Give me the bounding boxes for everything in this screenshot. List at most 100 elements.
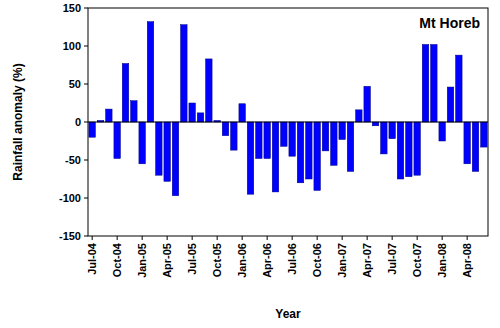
bar xyxy=(256,122,262,158)
x-tick-label: Oct-07 xyxy=(411,243,423,277)
x-tick-label: Oct-06 xyxy=(311,243,323,277)
bar xyxy=(481,122,488,147)
chart-title: Mt Horeb xyxy=(419,15,480,31)
bar xyxy=(331,122,338,165)
x-tick-label: Oct-04 xyxy=(111,242,123,277)
x-tick xyxy=(242,236,243,240)
category-axis xyxy=(88,122,488,123)
bar xyxy=(139,122,146,164)
y-tick xyxy=(84,46,88,47)
bar xyxy=(231,122,238,150)
bar xyxy=(356,110,363,122)
bar xyxy=(431,44,438,122)
bar xyxy=(381,122,388,154)
bar xyxy=(106,109,113,122)
x-tick xyxy=(292,236,293,240)
bar xyxy=(456,55,463,122)
y-tick xyxy=(84,198,88,199)
bar xyxy=(289,122,296,156)
x-tick xyxy=(417,236,418,240)
x-tick xyxy=(392,236,393,240)
x-tick-label: Apr-08 xyxy=(461,243,473,278)
y-axis-title: Rainfall anomaly (%) xyxy=(11,63,25,180)
x-tick-label: Jul-04 xyxy=(86,242,98,275)
bar xyxy=(189,103,196,122)
bar xyxy=(372,122,379,126)
bar xyxy=(147,22,154,122)
bar xyxy=(406,122,413,177)
bar xyxy=(347,122,354,171)
bar xyxy=(364,86,371,122)
y-tick xyxy=(84,84,88,85)
x-tick xyxy=(217,236,218,240)
x-tick xyxy=(367,236,368,240)
bar xyxy=(206,59,213,122)
x-tick-label: Jan-05 xyxy=(136,243,148,278)
chart-root: -150 -100 -50 0 50 100 150 Jul-04 Oct-04 Jan-05 Ap… xyxy=(0,0,500,328)
bar xyxy=(156,122,163,175)
bar xyxy=(281,122,288,146)
bar xyxy=(131,101,138,122)
y-tick xyxy=(84,236,88,237)
x-tick-label: Jul-07 xyxy=(386,243,398,275)
x-tick-label: Jul-06 xyxy=(286,243,298,275)
x-tick xyxy=(192,236,193,240)
bar xyxy=(314,122,321,190)
bar xyxy=(197,113,204,122)
x-tick-label: Apr-07 xyxy=(361,243,373,278)
bar xyxy=(439,122,446,141)
bar xyxy=(272,122,279,192)
y-tick-label: 50 xyxy=(69,78,81,90)
y-tick-label: -100 xyxy=(59,192,81,204)
x-tick xyxy=(117,236,118,240)
bar xyxy=(447,87,454,122)
x-tick xyxy=(267,236,268,240)
y-tick xyxy=(84,122,88,123)
bar xyxy=(172,122,179,196)
bar xyxy=(122,63,129,122)
y-tick-label: -50 xyxy=(65,154,81,166)
bar xyxy=(297,122,304,183)
bar xyxy=(89,122,96,137)
y-tick-label: 0 xyxy=(75,116,81,128)
y-tick-label: 150 xyxy=(63,2,81,14)
x-tick xyxy=(142,236,143,240)
bar xyxy=(339,122,346,139)
bar xyxy=(306,122,313,179)
bar xyxy=(472,122,479,171)
x-tick-label: Apr-06 xyxy=(261,243,273,278)
chart: -150 -100 -50 0 50 100 150 Jul-04 Oct-04 Jan-05 Ap… xyxy=(0,0,500,328)
bar xyxy=(164,122,171,181)
bars xyxy=(89,22,487,196)
x-tick-label: Jul-05 xyxy=(186,243,198,275)
plot-frame xyxy=(88,8,488,236)
y-tick-label: 100 xyxy=(63,40,81,52)
x-tick-label: Apr-05 xyxy=(161,243,173,278)
bar xyxy=(389,122,396,139)
bar xyxy=(397,122,404,179)
x-tick-label: Oct-05 xyxy=(211,243,223,277)
bar xyxy=(322,122,329,151)
x-tick xyxy=(342,236,343,240)
bar xyxy=(414,122,421,175)
bar xyxy=(264,122,271,158)
bar xyxy=(247,122,254,194)
bar xyxy=(222,122,229,136)
x-tick xyxy=(167,236,168,240)
y-tick xyxy=(84,8,88,9)
x-tick-label: Jan-08 xyxy=(436,243,448,278)
x-tick xyxy=(442,236,443,240)
bar xyxy=(239,104,246,122)
x-tick-label: Jan-07 xyxy=(336,243,348,278)
y-tick-label: -150 xyxy=(59,230,81,242)
y-tick xyxy=(84,160,88,161)
x-axis-title: Year xyxy=(275,307,301,321)
x-tick xyxy=(92,236,93,240)
x-tick xyxy=(317,236,318,240)
bar xyxy=(114,122,121,158)
bar xyxy=(181,25,188,122)
x-tick xyxy=(467,236,468,240)
x-tick-label: Jan-06 xyxy=(236,243,248,278)
bar xyxy=(464,122,471,164)
bar xyxy=(422,44,429,122)
